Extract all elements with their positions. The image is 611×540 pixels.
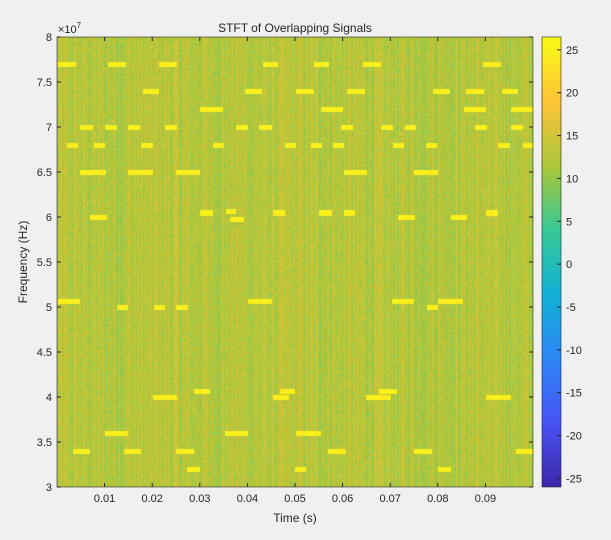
colorbar-tick-label: 10 (566, 173, 578, 185)
x-tick-label: 0.07 (379, 493, 400, 505)
y-tick-label: 5 (46, 302, 52, 314)
x-tick-label: 0.06 (332, 493, 353, 505)
y-axis-label: Frequency (Hz) (16, 221, 30, 304)
colorbar (542, 37, 561, 487)
y-tick-label: 8 (46, 32, 52, 44)
x-tick-label: 0.03 (189, 493, 210, 505)
colorbar-tick-label: -5 (566, 302, 576, 314)
x-tick-label: 0.04 (237, 493, 258, 505)
colorbar-tick-label: -10 (566, 345, 582, 357)
y-tick-label: 4.5 (37, 347, 52, 359)
x-tick-label: 0.02 (141, 493, 162, 505)
y-tick-label: 7.5 (37, 77, 52, 89)
colorbar-tick-label: 20 (566, 88, 578, 100)
y-exponent-label: ×107 (58, 21, 82, 36)
x-tick-label: 0.09 (475, 493, 496, 505)
colorbar-tick-label: -20 (566, 431, 582, 443)
y-tick-label: 5.5 (37, 257, 52, 269)
x-tick-label: 0.05 (284, 493, 305, 505)
colorbar-tick-label: -15 (566, 388, 582, 400)
plot-frame (56, 36, 534, 488)
y-tick-label: 3 (46, 482, 52, 494)
colorbar-tick-label: 0 (566, 259, 572, 271)
y-tick-label: 7 (46, 122, 52, 134)
colorbar-tick-label: 15 (566, 131, 578, 143)
colorbar-tick-label: 5 (566, 216, 572, 228)
colorbar-tick-label: 25 (566, 45, 578, 57)
colorbar-frame (541, 36, 562, 488)
y-tick-label: 3.5 (37, 437, 52, 449)
x-axis-label: Time (s) (273, 511, 317, 525)
x-tick-label: 0.08 (427, 493, 448, 505)
x-tick-label: 0.01 (94, 493, 115, 505)
spectrogram-heatmap (57, 37, 533, 487)
y-tick-label: 4 (46, 392, 52, 404)
colorbar-tick-label: -25 (566, 473, 582, 485)
chart-title: STFT of Overlapping Signals (218, 21, 372, 35)
y-tick-label: 6 (46, 212, 52, 224)
y-tick-label: 6.5 (37, 167, 52, 179)
